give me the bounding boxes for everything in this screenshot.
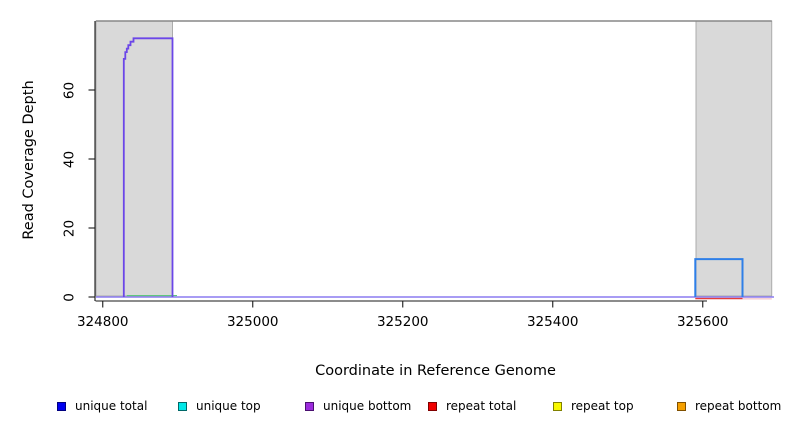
- legend-item-repeat-bottom: repeat bottom: [677, 398, 781, 414]
- y-tick-label: 40: [61, 150, 78, 168]
- y-tick-label: 20: [61, 219, 78, 237]
- y-tick-label: 0: [61, 292, 78, 302]
- y-axis-title: Read Coverage Depth: [21, 80, 37, 240]
- legend-label: unique total: [75, 399, 148, 413]
- legend-label: unique top: [196, 399, 261, 413]
- series-unique-coverage-right-box: [694, 258, 744, 297]
- x-axis-title: Coordinate in Reference Genome: [315, 363, 556, 379]
- legend-swatch-icon: [178, 401, 187, 411]
- x-tick-label: 325600: [676, 314, 729, 330]
- legend-swatch-icon: [305, 401, 314, 411]
- legend-label: repeat bottom: [695, 399, 782, 413]
- legend-item-repeat-top: repeat top: [553, 398, 634, 414]
- legend-item-unique-bottom: unique bottom: [305, 398, 411, 414]
- y-tick-label: 60: [61, 81, 78, 99]
- x-tick-label: 325200: [376, 314, 429, 330]
- legend-item-unique-top: unique top: [178, 398, 261, 414]
- x-tick-label: 324800: [76, 314, 129, 330]
- legend-label: repeat top: [571, 399, 634, 413]
- legend-item-unique-total: unique total: [57, 398, 147, 414]
- x-tick-label: 325400: [526, 314, 579, 330]
- legend-label: unique bottom: [323, 399, 412, 413]
- legend-label: repeat total: [446, 399, 517, 413]
- x-tick-label: 325000: [226, 314, 279, 330]
- legend-swatch-icon: [57, 401, 66, 411]
- legend-swatch-icon: [553, 401, 562, 411]
- left-shaded-region: [95, 20, 173, 297]
- right-shaded-region: [695, 20, 773, 297]
- legend-swatch-icon: [428, 401, 437, 411]
- series-unique-coverage-left-peak: [122, 37, 174, 297]
- legend-swatch-icon: [677, 401, 686, 411]
- legend: unique total unique top unique bottom repea…: [0, 398, 792, 418]
- legend-item-repeat-total: repeat total: [428, 398, 516, 414]
